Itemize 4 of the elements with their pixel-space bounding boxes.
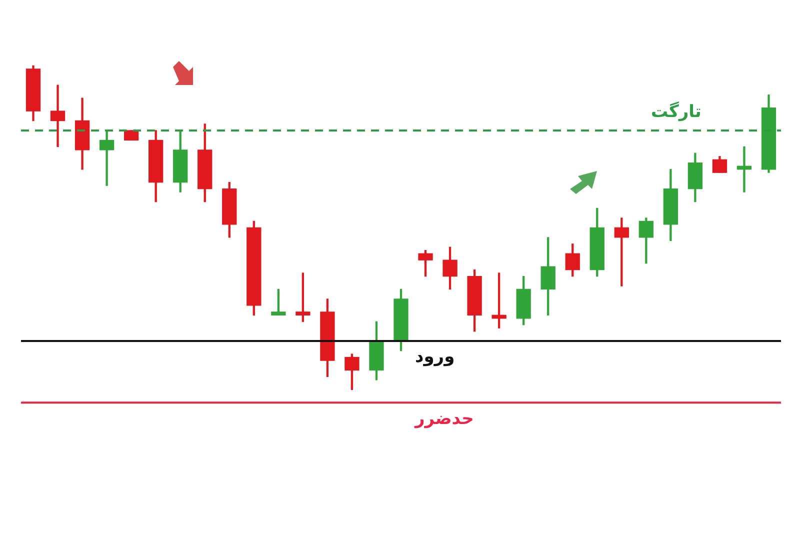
- ref-line-label: ورود: [415, 347, 455, 368]
- ref-line-label: حدضرر: [415, 408, 474, 429]
- ref-line-label: تارگت: [651, 102, 702, 122]
- candlestick: [50, 84, 66, 148]
